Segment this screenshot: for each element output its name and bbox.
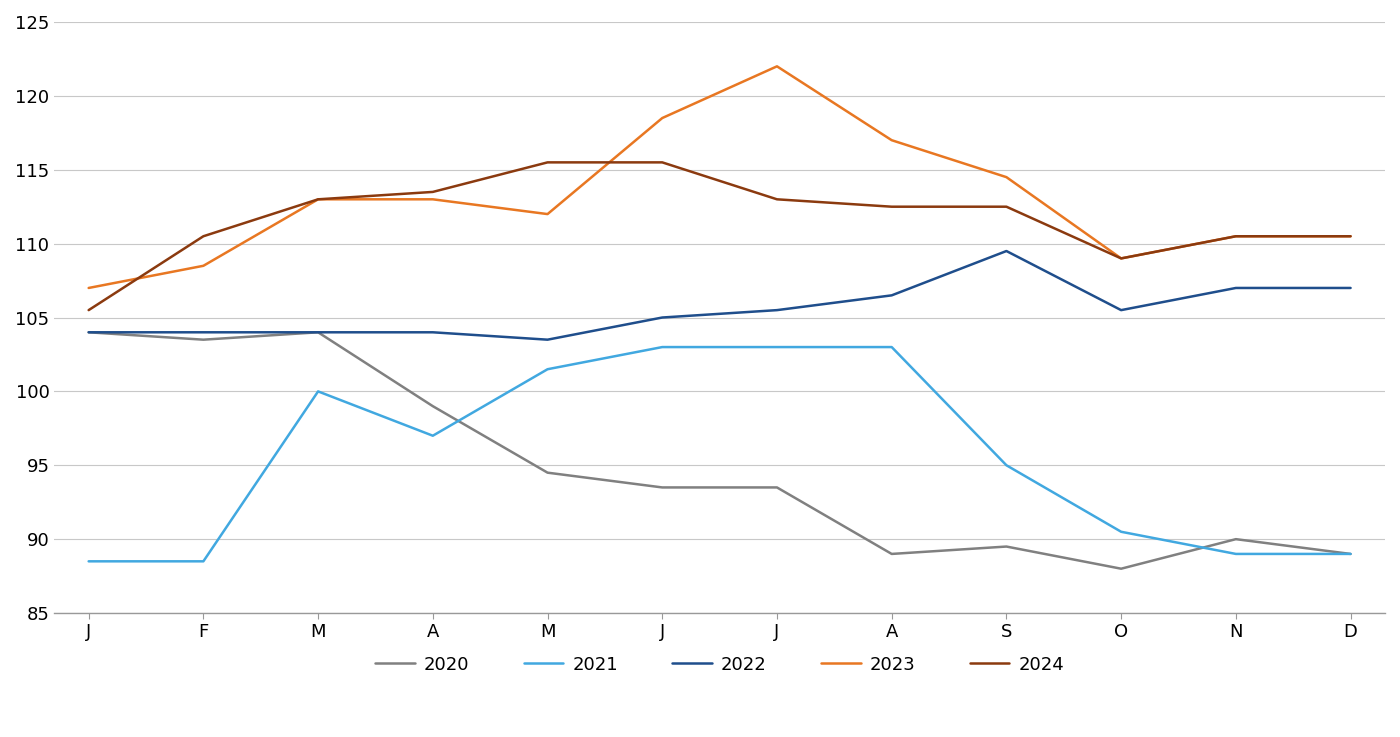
2024 [998, 202, 1015, 211]
2024 [539, 158, 556, 167]
2022 [195, 328, 211, 337]
2023 [998, 172, 1015, 181]
Line: 2023: 2023 [88, 66, 1351, 288]
Line: 2021: 2021 [88, 347, 1351, 562]
2022 [539, 335, 556, 344]
2024 [424, 187, 441, 196]
2021 [1343, 550, 1359, 559]
2020 [539, 468, 556, 477]
2020 [424, 402, 441, 411]
2020 [80, 328, 97, 337]
2022 [1113, 306, 1130, 315]
2022 [883, 291, 900, 300]
2022 [654, 313, 671, 322]
2020 [1343, 550, 1359, 559]
2024 [1228, 232, 1245, 241]
2023 [80, 284, 97, 293]
2023 [424, 195, 441, 203]
2021 [195, 557, 211, 566]
2020 [309, 328, 326, 337]
2020 [1113, 565, 1130, 573]
2021 [998, 461, 1015, 469]
Legend: 2020, 2021, 2022, 2023, 2024: 2020, 2021, 2022, 2023, 2024 [368, 649, 1071, 681]
2020 [654, 483, 671, 492]
2020 [769, 483, 785, 492]
2022 [1343, 284, 1359, 293]
2021 [1228, 550, 1245, 559]
Line: 2022: 2022 [88, 251, 1351, 340]
2021 [80, 557, 97, 566]
2022 [424, 328, 441, 337]
2021 [309, 387, 326, 396]
2024 [654, 158, 671, 167]
2023 [654, 113, 671, 122]
2023 [1113, 254, 1130, 263]
2020 [1228, 535, 1245, 544]
2021 [883, 343, 900, 352]
Line: 2020: 2020 [88, 332, 1351, 569]
2021 [769, 343, 785, 352]
2021 [539, 365, 556, 374]
2024 [1113, 254, 1130, 263]
2024 [309, 195, 326, 203]
2020 [195, 335, 211, 344]
2022 [80, 328, 97, 337]
2023 [1228, 232, 1245, 241]
2023 [883, 136, 900, 144]
Line: 2024: 2024 [88, 162, 1351, 310]
2024 [883, 202, 900, 211]
2021 [1113, 528, 1130, 537]
2023 [539, 209, 556, 218]
2023 [195, 262, 211, 270]
2020 [883, 550, 900, 559]
2022 [309, 328, 326, 337]
2022 [998, 247, 1015, 256]
2022 [1228, 284, 1245, 293]
2022 [769, 306, 785, 315]
2024 [195, 232, 211, 241]
2024 [80, 306, 97, 315]
2021 [424, 431, 441, 440]
2020 [998, 542, 1015, 551]
2024 [769, 195, 785, 203]
2024 [1343, 232, 1359, 241]
2023 [1343, 232, 1359, 241]
2021 [654, 343, 671, 352]
2023 [769, 62, 785, 71]
2023 [309, 195, 326, 203]
